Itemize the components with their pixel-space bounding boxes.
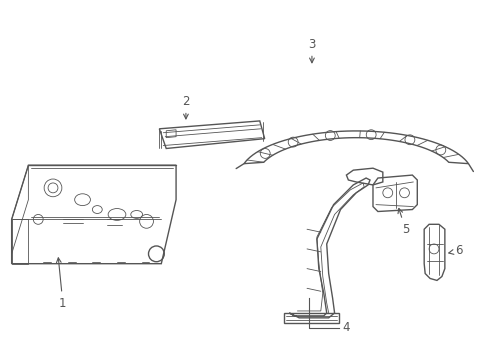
Text: 3: 3 [307, 38, 315, 63]
Text: 4: 4 [342, 321, 349, 334]
Text: 6: 6 [448, 244, 462, 257]
Text: 5: 5 [397, 208, 408, 236]
Text: 2: 2 [182, 95, 189, 119]
Text: 1: 1 [56, 258, 66, 310]
